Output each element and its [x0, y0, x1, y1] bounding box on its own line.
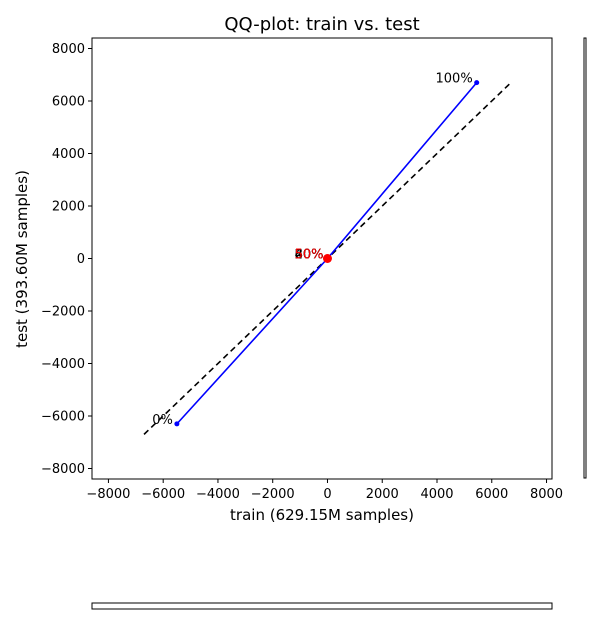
horizontal-slider-track[interactable]: [91, 602, 553, 610]
quantile-line: [176, 82, 478, 425]
quantile-label: 80%: [295, 248, 324, 263]
y-tick-label: 6000: [52, 95, 85, 110]
x-tick-label: 0: [323, 487, 331, 502]
quantile-label: 40%: [295, 248, 324, 263]
x-tick-label: −4000: [196, 487, 240, 502]
quantile-point: [174, 421, 180, 427]
quantile-label: 0%: [152, 413, 173, 428]
quantile-point: [474, 80, 480, 86]
chart-title: QQ-plot: train vs. test: [224, 14, 419, 35]
median-point: [322, 254, 332, 263]
quantile-label: 60%: [295, 248, 324, 263]
x-tick-label: −2000: [251, 487, 295, 502]
quantile-label: 20%: [295, 248, 324, 263]
plot-area: −8000 −6000 −4000 −2000 0 2000 4000 6000 8000 −80…: [41, 37, 563, 502]
x-tick-label: −8000: [86, 487, 130, 502]
quantile-label: 100%: [436, 72, 473, 87]
x-tick-label: 6000: [475, 487, 508, 502]
y-tick-label: −4000: [41, 357, 85, 372]
y-tick-label: −6000: [41, 410, 85, 425]
y-tick-label: 2000: [52, 200, 85, 215]
x-tick-label: 2000: [366, 487, 399, 502]
x-tick-label: −6000: [141, 487, 185, 502]
y-tick-label: −8000: [41, 462, 85, 477]
y-tick-label: 4000: [52, 147, 85, 162]
y-tick-label: 8000: [52, 42, 85, 57]
quantile-label: 50%: [295, 248, 324, 263]
x-tick-label: 4000: [420, 487, 453, 502]
vertical-slider-track[interactable]: [583, 37, 587, 479]
x-axis-label: train (629.15M samples): [230, 506, 414, 524]
y-axis-label: test (393.60M samples): [13, 170, 31, 348]
x-tick-label: 8000: [530, 487, 563, 502]
y-tick-label: −2000: [41, 305, 85, 320]
y-tick-label: 0: [77, 252, 85, 267]
